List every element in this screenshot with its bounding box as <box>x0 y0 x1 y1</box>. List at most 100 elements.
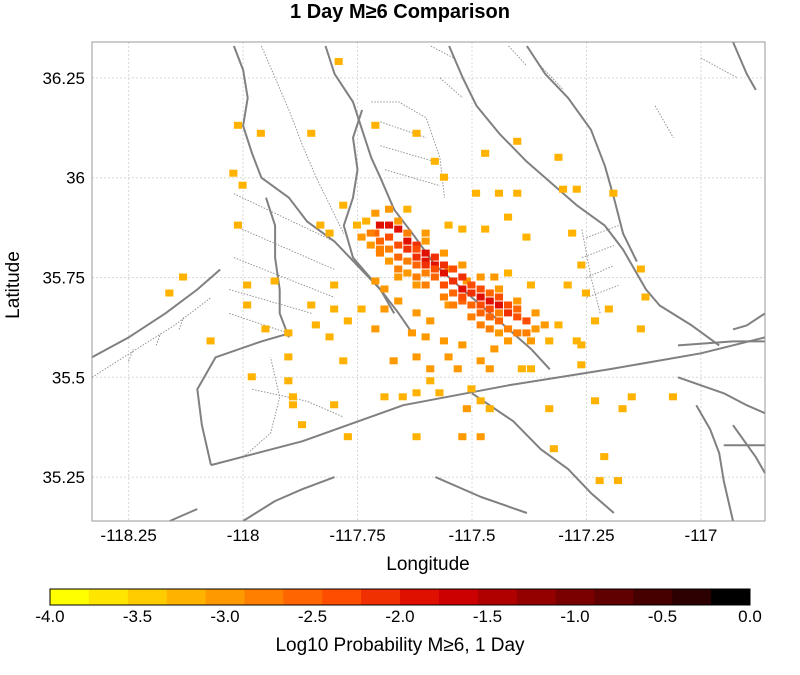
minor-fault-5 <box>233 193 335 243</box>
fault-8 <box>677 340 765 347</box>
prob-cell-71 <box>206 337 215 345</box>
minor-fault-13 <box>384 169 441 187</box>
colorbar-tick-label-2: -3.0 <box>210 607 239 626</box>
prob-cell-139 <box>513 313 522 321</box>
prob-cell-87 <box>339 357 348 365</box>
fault-18 <box>732 41 757 91</box>
prob-cell-89 <box>412 353 421 361</box>
prob-cell-149 <box>449 265 458 273</box>
prob-cell-188 <box>504 337 513 345</box>
prob-cell-176 <box>403 269 412 277</box>
prob-cell-44 <box>380 285 389 293</box>
minor-fault-6 <box>233 225 335 270</box>
colorbar-swatch-3 <box>166 589 207 605</box>
prob-cell-140 <box>522 317 531 325</box>
prob-cell-189 <box>522 329 531 337</box>
prob-cell-206 <box>513 297 522 305</box>
prob-cell-153 <box>485 289 494 297</box>
prob-cell-186 <box>485 325 494 333</box>
prob-cell-196 <box>430 265 439 273</box>
prob-cell-10 <box>439 173 448 181</box>
prob-cell-0 <box>334 58 343 65</box>
prob-cell-33 <box>504 213 513 221</box>
prob-cell-168 <box>412 261 421 269</box>
prob-cell-43 <box>371 277 380 285</box>
prob-cell-41 <box>270 277 279 285</box>
prob-cell-112 <box>412 433 421 441</box>
prob-cell-74 <box>407 329 416 337</box>
prob-cell-26 <box>371 209 380 217</box>
prob-cell-169 <box>403 257 412 265</box>
prob-cell-55 <box>641 293 650 301</box>
prob-cell-119 <box>545 405 554 413</box>
prob-cell-138 <box>504 309 513 317</box>
y-tick-label-0: 35.25 <box>42 468 85 487</box>
prob-cell-111 <box>343 433 352 441</box>
prob-cell-97 <box>426 377 435 385</box>
prob-cell-116 <box>627 393 636 401</box>
prob-cell-114 <box>476 433 485 441</box>
minor-fault-24 <box>700 57 738 79</box>
prob-cell-86 <box>284 353 293 361</box>
minor-fault-25 <box>654 105 674 139</box>
colorbar-swatch-10 <box>438 589 479 605</box>
prob-cell-195 <box>449 277 458 285</box>
y-tick-label-1: 35.5 <box>52 368 85 387</box>
prob-cell-117 <box>668 393 677 401</box>
prob-cell-34 <box>522 233 531 241</box>
prob-cell-94 <box>577 361 586 369</box>
prob-cell-1 <box>233 121 242 129</box>
prob-cell-2 <box>256 129 265 137</box>
prob-cell-51 <box>526 281 535 289</box>
minor-fault-26 <box>540 65 564 91</box>
prob-cell-85 <box>577 341 586 349</box>
minor-fault-2 <box>155 333 162 346</box>
prob-cell-190 <box>531 325 540 333</box>
plot-frame <box>91 41 766 522</box>
prob-cell-127 <box>403 245 412 253</box>
fault-16 <box>732 424 766 474</box>
prob-cell-145 <box>412 241 421 249</box>
colorbar-tick-label-6: -1.0 <box>560 607 589 626</box>
prob-cell-14 <box>559 185 568 193</box>
prob-cell-93 <box>526 365 535 373</box>
prob-cell-177 <box>394 265 403 273</box>
prob-cell-65 <box>554 321 563 329</box>
prob-cell-11 <box>472 189 481 197</box>
colorbar-tick-label-8: 0.0 <box>738 607 762 626</box>
prob-cell-181 <box>357 233 366 241</box>
prob-cell-56 <box>243 301 252 309</box>
fault-3 <box>265 197 290 338</box>
prob-cell-3 <box>307 129 316 137</box>
prob-cell-19 <box>339 201 348 209</box>
minor-fault-10 <box>371 101 445 198</box>
prob-cell-187 <box>494 329 503 337</box>
prob-cell-45 <box>394 273 403 281</box>
prob-cell-125 <box>385 233 394 241</box>
prob-cell-166 <box>430 273 439 281</box>
prob-cell-39 <box>165 289 174 297</box>
prob-cell-167 <box>421 269 430 277</box>
prob-cell-123 <box>613 477 622 485</box>
fault-5 <box>448 45 720 347</box>
y-tick-label-3: 36 <box>66 169 85 188</box>
x-tick-label-3: -117.5 <box>449 526 496 545</box>
prob-cell-193 <box>476 301 485 309</box>
colorbar-swatch-4 <box>205 589 245 605</box>
prob-cell-84 <box>636 325 645 333</box>
prob-cell-32 <box>481 225 490 233</box>
x-tick-label-1: -118 <box>227 526 260 545</box>
prob-cell-207 <box>531 309 540 317</box>
prob-cell-156 <box>513 305 522 313</box>
prob-cell-173 <box>366 229 375 237</box>
fault-11 <box>169 508 198 522</box>
prob-cell-47 <box>444 265 453 273</box>
prob-cell-42 <box>330 281 339 289</box>
minor-fault-3 <box>178 317 185 330</box>
prob-cell-73 <box>371 325 380 333</box>
prob-cell-25 <box>353 221 362 229</box>
prob-cell-109 <box>485 405 494 413</box>
fault-13 <box>435 476 528 514</box>
prob-cell-28 <box>394 217 403 225</box>
prob-cell-165 <box>513 329 522 337</box>
